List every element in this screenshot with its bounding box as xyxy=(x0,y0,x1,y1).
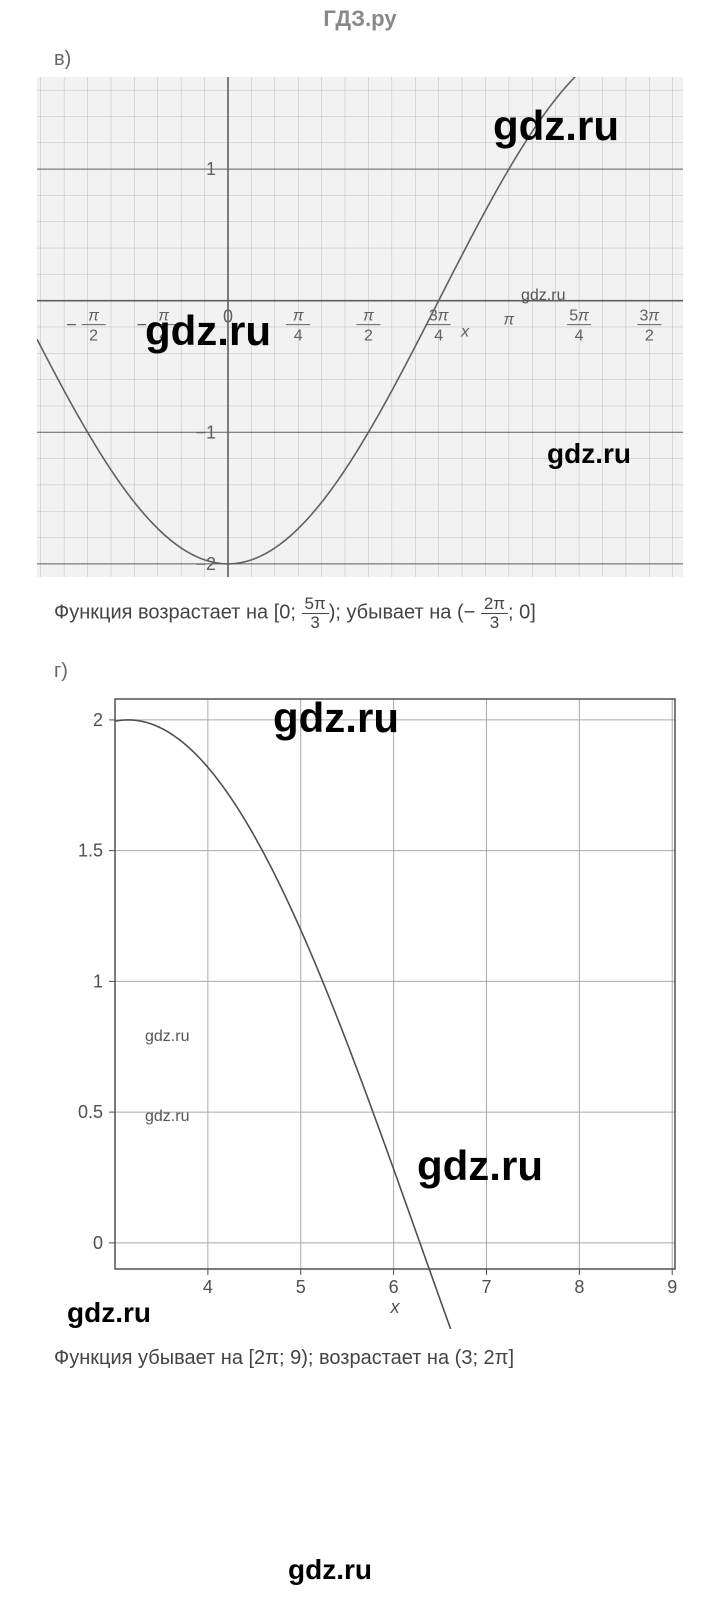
chart-b-watermarks: gdz.ru gdz.ru gdz.ru gdz.ru xyxy=(37,77,683,577)
watermark-text: gdz.ru xyxy=(145,1029,189,1045)
chart-g-watermarks: gdz.ru gdz.ru gdz.ru gdz.ru gdz.ru xyxy=(37,689,683,1329)
watermark-text: gdz.ru xyxy=(145,1109,189,1125)
header-brand: ГДЗ.ру xyxy=(0,0,720,40)
chart-g-frame: 45678900.511.52x gdz.rugdz.rugdz.rugdz.r… xyxy=(37,689,683,1329)
section-g-label: г) xyxy=(54,660,720,683)
caption-text: ; 0] xyxy=(508,602,536,624)
caption-text: Функция возрастает на [0; xyxy=(54,602,296,624)
section-g-caption: Функция убывает на [2π; 9); возрастает н… xyxy=(54,1347,720,1370)
section-b-caption: Функция возрастает на [0; 5π3); убывает … xyxy=(54,595,720,632)
watermark-text: gdz.ru xyxy=(288,1556,372,1584)
caption-text: ); убывает на (− xyxy=(329,602,476,624)
chart-b-frame: π2−π4−0π4π23π4π5π43π2−2−11x gdz.rugdz.ru… xyxy=(37,77,683,577)
watermark-text: gdz.ru xyxy=(493,105,619,147)
section-b-label: в) xyxy=(54,48,720,71)
watermark-text: gdz.ru xyxy=(547,440,631,468)
watermark-text: gdz.ru xyxy=(273,697,399,739)
watermark-text: gdz.ru xyxy=(521,288,565,304)
watermark-text: gdz.ru xyxy=(67,1299,151,1327)
watermark-text: gdz.ru xyxy=(145,310,271,352)
page-container: ГДЗ.ру в) π2−π4−0π4π23π4π5π43π2−2−11x gd… xyxy=(0,0,720,1438)
fraction-icon: 5π3 xyxy=(302,595,329,632)
fraction-icon: 2π3 xyxy=(481,595,508,632)
watermark-text: gdz.ru xyxy=(417,1145,543,1187)
